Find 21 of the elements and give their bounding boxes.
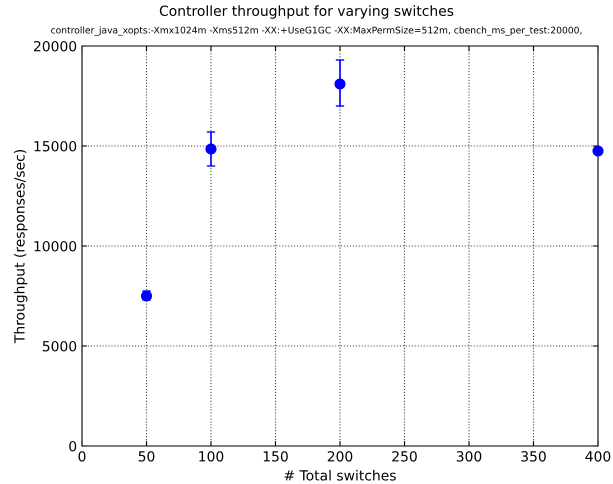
x-tick-label: 200 xyxy=(328,451,352,462)
chart-title: Controller throughput for varying switches xyxy=(160,5,454,19)
x-tick-label: 0 xyxy=(78,451,86,462)
point xyxy=(334,78,346,90)
chart-subtitle: controller_java_xopts:-Xmx1024m -Xms512m -XX:+UseG1GC -XX:MaxPermSize=512m, cbench_ms_per_test:20000, xyxy=(51,26,582,36)
x-tick-label: 350 xyxy=(521,451,546,462)
x-tick-label: 250 xyxy=(392,451,417,462)
x-tick-label: 400 xyxy=(585,451,610,462)
point xyxy=(205,143,217,155)
x-tick-label: 150 xyxy=(264,451,288,462)
x-axis-title: # Total switches xyxy=(284,470,396,481)
y-tick-label: 15000 xyxy=(34,140,76,152)
x-tick-label: 50 xyxy=(138,451,154,462)
y-tick-label: 5000 xyxy=(42,340,76,352)
point xyxy=(592,145,604,157)
x-tick-label: 100 xyxy=(199,451,224,462)
y-tick-label: 10000 xyxy=(34,240,76,252)
y-tick-label: 0 xyxy=(69,440,76,452)
x-tick-label: 300 xyxy=(456,451,482,462)
y-axis-title: Throughput (responses/sec) xyxy=(14,150,28,344)
y-tick-label: 20000 xyxy=(34,40,76,52)
